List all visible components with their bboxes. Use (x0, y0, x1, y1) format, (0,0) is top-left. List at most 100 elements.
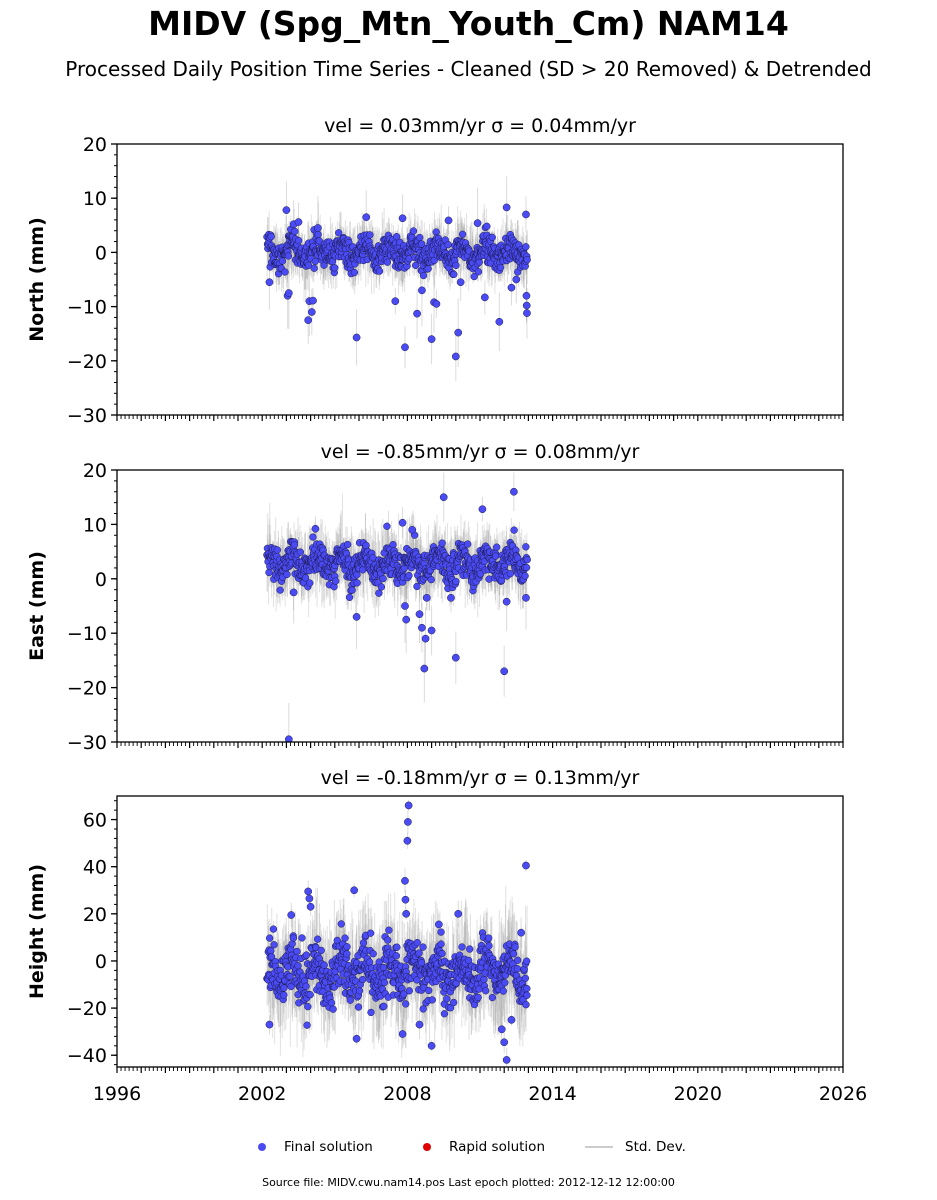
data-point (362, 541, 370, 550)
data-point (419, 943, 427, 951)
y-tick-label: 20 (83, 134, 107, 156)
data-point (267, 952, 276, 961)
data-point (346, 996, 354, 1004)
data-point (502, 1056, 511, 1064)
data-point (391, 297, 400, 306)
data-point (276, 586, 284, 594)
data-point (443, 995, 451, 1003)
data-point (375, 589, 383, 597)
data-point (522, 543, 530, 551)
data-point (499, 987, 507, 995)
data-point (474, 993, 482, 1002)
data-point (303, 1021, 311, 1029)
data-point (311, 524, 320, 533)
y-tick-label: 60 (83, 810, 107, 832)
data-point (454, 909, 463, 918)
data-point (265, 1020, 274, 1029)
data-point (428, 996, 436, 1004)
data-point (437, 940, 445, 948)
data-point (422, 593, 431, 602)
data-point (398, 1030, 407, 1038)
data-point (427, 575, 435, 584)
stddev-bars-2 (266, 472, 528, 742)
data-point (523, 256, 531, 264)
data-point (359, 975, 367, 984)
data-point (506, 570, 515, 578)
data-point (480, 975, 488, 984)
plot-area-1 (263, 176, 531, 382)
data-point (307, 308, 316, 316)
data-point (284, 252, 293, 260)
data-point (350, 886, 359, 895)
data-point (514, 956, 522, 964)
data-point (438, 949, 446, 958)
final-points-2 (263, 487, 531, 742)
data-point (398, 518, 407, 527)
data-point (332, 577, 340, 585)
data-point (424, 265, 432, 273)
y-tick-label: 10 (83, 514, 107, 536)
data-point (278, 257, 287, 265)
data-point (389, 540, 397, 549)
data-point (439, 493, 448, 502)
data-point (306, 579, 314, 587)
data-point (452, 261, 460, 270)
data-point (290, 541, 299, 549)
y-tick-label: −20 (67, 678, 107, 700)
data-point (314, 230, 322, 239)
data-point (402, 1000, 410, 1008)
data-point (427, 1041, 436, 1050)
data-point (283, 570, 291, 579)
data-point (485, 934, 493, 942)
data-point (380, 978, 389, 987)
data-point (415, 610, 424, 619)
data-point (458, 230, 467, 238)
data-point (402, 909, 411, 918)
data-point (513, 965, 522, 973)
data-point (408, 525, 417, 534)
data-point (501, 979, 509, 987)
data-point (270, 941, 278, 949)
data-point (287, 982, 295, 991)
data-point (507, 283, 516, 292)
data-point (314, 224, 322, 232)
data-point (413, 309, 421, 318)
data-point (413, 976, 421, 984)
data-point (352, 333, 361, 342)
data-point (451, 352, 460, 361)
data-point (294, 218, 303, 226)
data-point (466, 945, 474, 953)
data-point (480, 293, 489, 302)
data-point (438, 539, 446, 547)
data-point (440, 1010, 449, 1018)
y-tick-label: 20 (83, 460, 107, 482)
data-point (267, 233, 275, 241)
data-point (317, 946, 325, 955)
data-point (404, 801, 413, 810)
data-point (522, 861, 530, 870)
data-point (523, 556, 531, 564)
y-tick-label: 0 (95, 569, 107, 591)
data-point (301, 574, 310, 582)
data-point (405, 571, 413, 580)
data-point (344, 540, 352, 549)
data-point (451, 653, 460, 662)
data-point (416, 233, 424, 242)
data-point (493, 543, 501, 551)
data-point (492, 552, 500, 560)
data-point (305, 894, 314, 903)
data-point (281, 268, 289, 276)
y-tick-label: 0 (95, 951, 107, 973)
y-axis-label-1: North (mm) (26, 217, 48, 342)
panel-1: 20 10 0 −10 −20 −30 vel = 0.03mm/yr σ = 0.04mm… (26, 115, 844, 427)
data-point (353, 571, 361, 579)
y-axis-label-2: East (mm) (26, 551, 48, 661)
data-point (280, 991, 288, 999)
data-point (522, 563, 531, 572)
data-point (350, 268, 359, 277)
data-point (421, 634, 430, 643)
data-point (432, 300, 441, 308)
data-point (447, 593, 455, 602)
data-point (265, 934, 274, 942)
